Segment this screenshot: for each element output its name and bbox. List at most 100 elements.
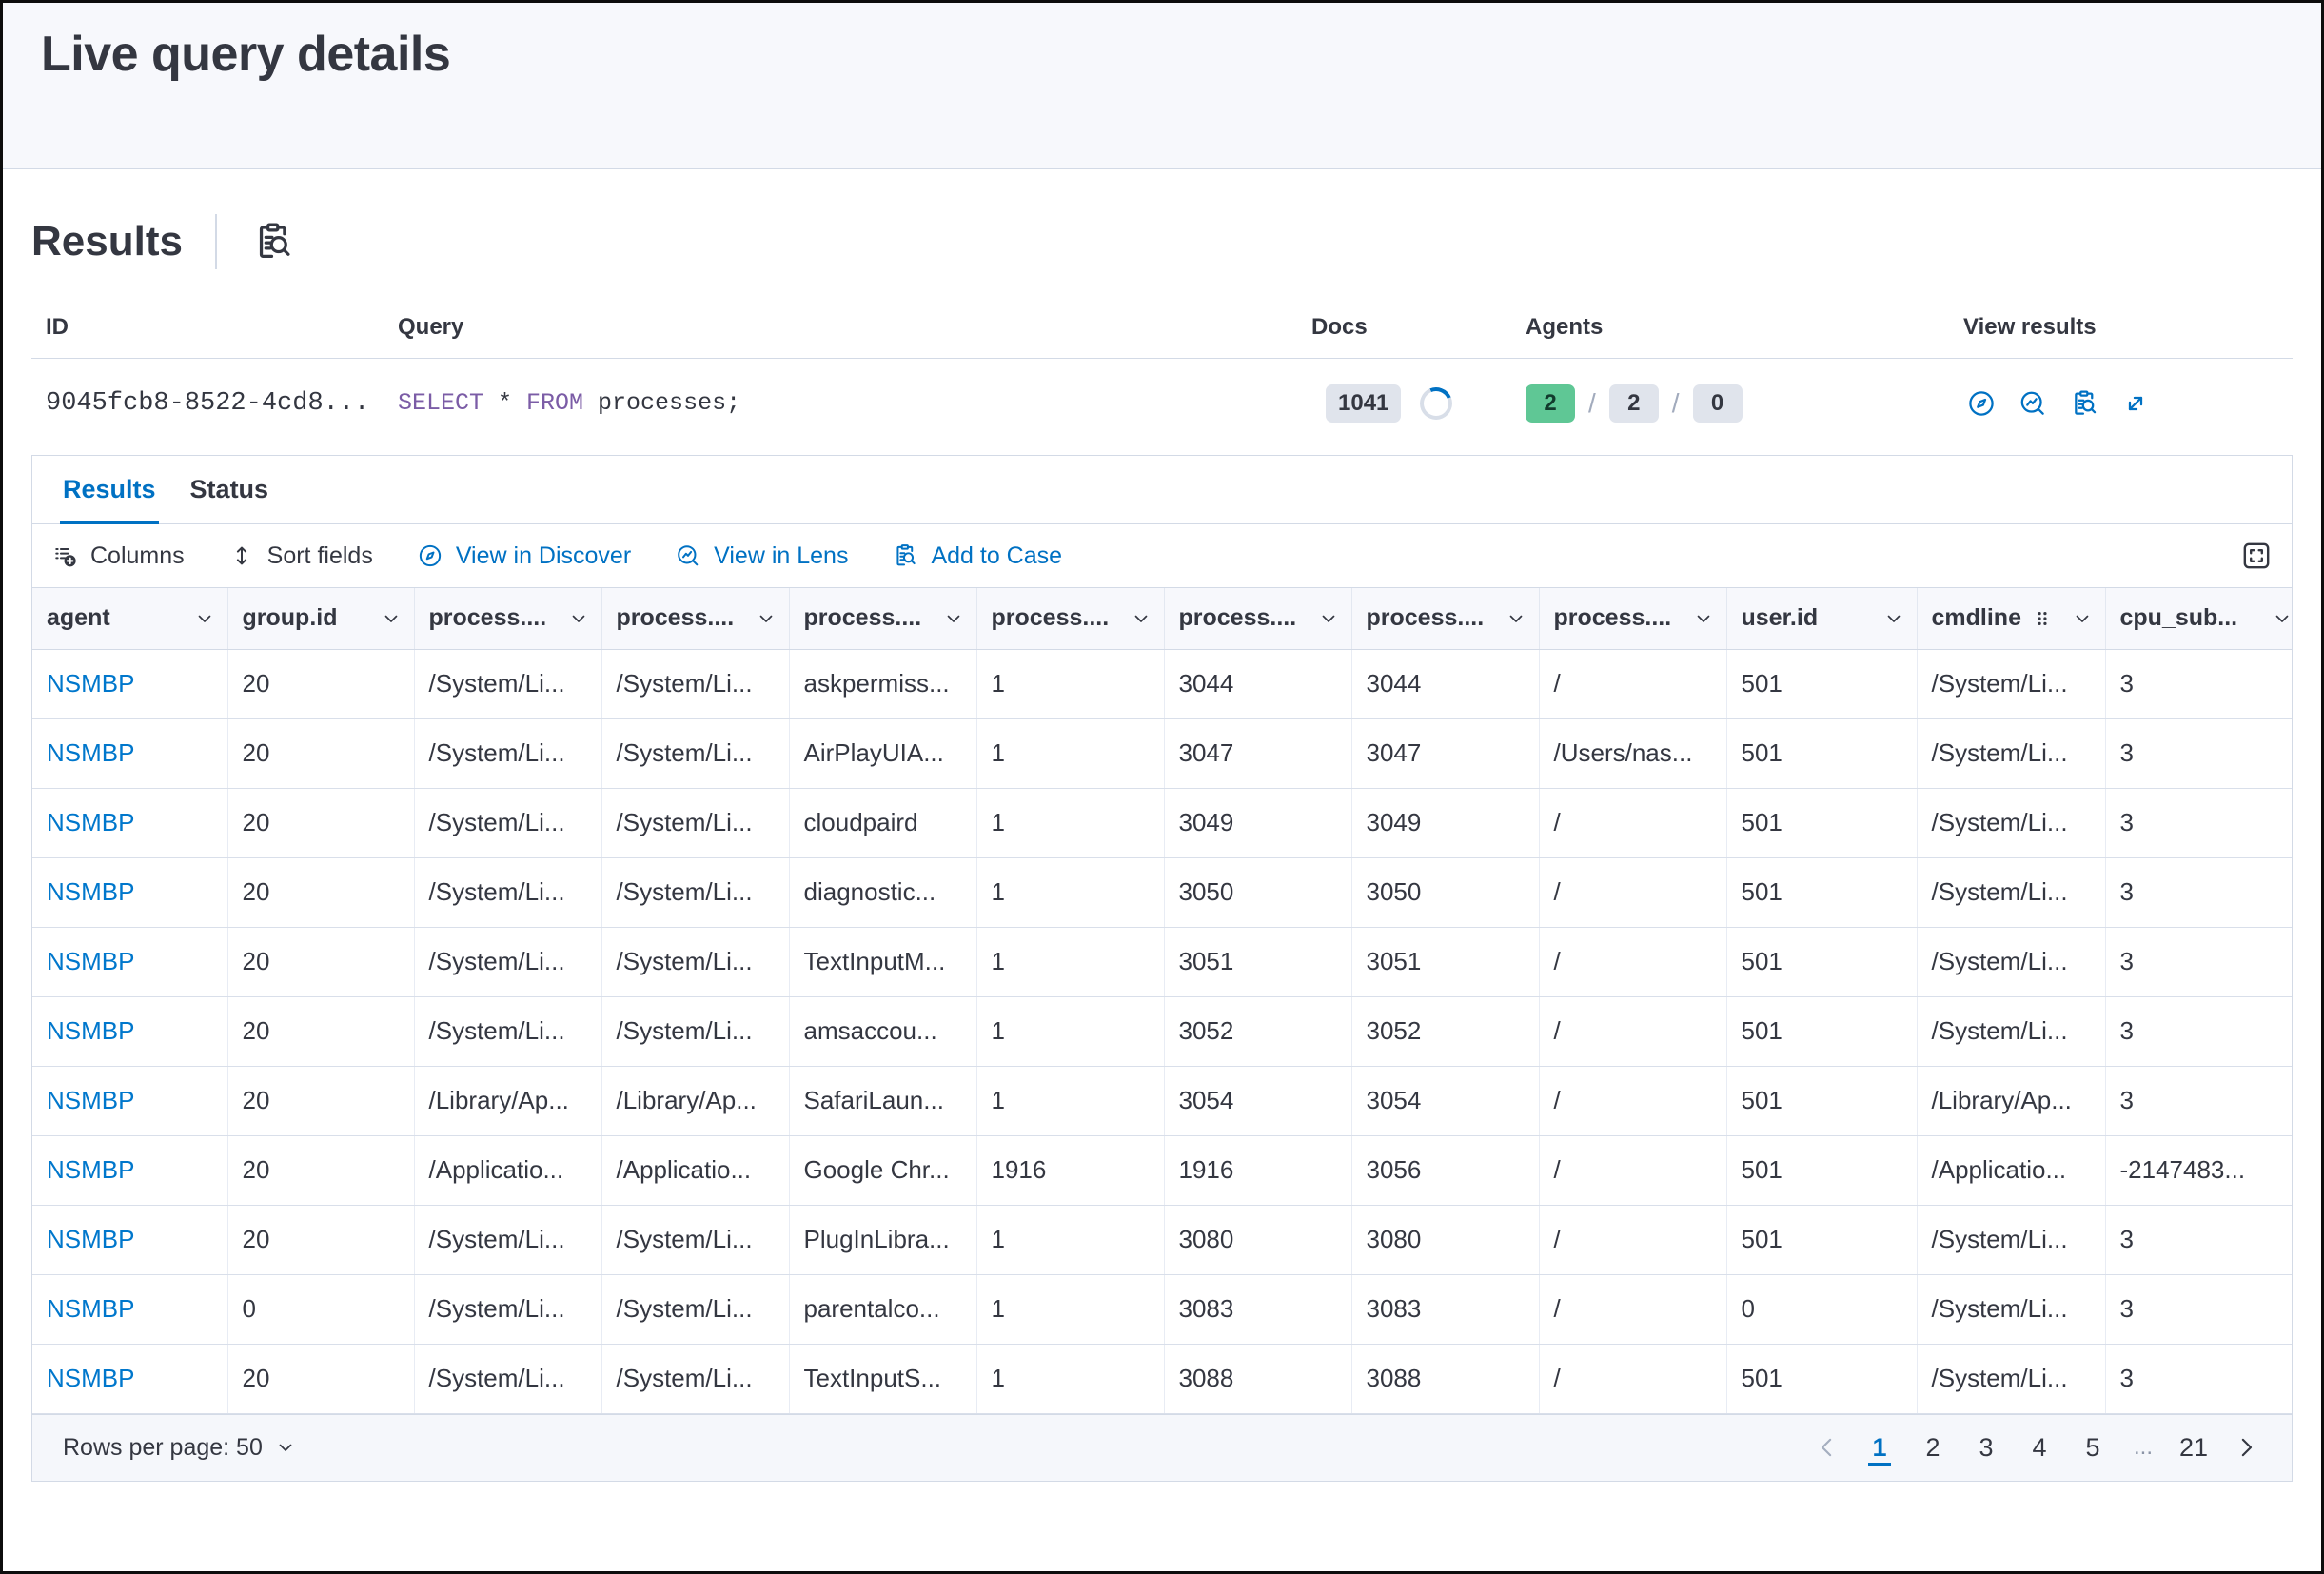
grid-cell[interactable]: / xyxy=(1539,1274,1726,1344)
grid-cell[interactable]: 3052 xyxy=(1351,996,1539,1066)
grid-cell[interactable]: TextInputM... xyxy=(789,927,976,996)
inspect-icon[interactable] xyxy=(251,220,295,264)
grid-cell[interactable]: 501 xyxy=(1726,788,1917,857)
grid-cell[interactable]: /Library/Ap... xyxy=(414,1066,601,1135)
grid-cell[interactable]: /Applicatio... xyxy=(414,1135,601,1205)
grid-cell[interactable]: /Applicatio... xyxy=(601,1135,789,1205)
agent-link[interactable]: NSMBP xyxy=(47,1294,134,1323)
grid-cell[interactable]: /System/Li... xyxy=(414,1344,601,1413)
grid-cell[interactable]: 3083 xyxy=(1164,1274,1351,1344)
grid-cell[interactable]: 1 xyxy=(976,1344,1164,1413)
grid-cell[interactable]: 20 xyxy=(227,649,414,718)
column-header-cmdline-10[interactable]: cmdline xyxy=(1917,588,2105,649)
grid-cell[interactable]: 0 xyxy=(227,1274,414,1344)
grid-cell[interactable]: /System/Li... xyxy=(1917,1205,2105,1274)
grid-cell[interactable]: NSMBP xyxy=(32,857,227,927)
grid-cell[interactable]: 3080 xyxy=(1351,1205,1539,1274)
grid-cell[interactable]: 3 xyxy=(2105,1205,2292,1274)
grid-cell[interactable]: / xyxy=(1539,927,1726,996)
grid-cell[interactable]: 3 xyxy=(2105,1274,2292,1344)
grid-cell[interactable]: 3054 xyxy=(1351,1066,1539,1135)
grid-cell[interactable]: 3 xyxy=(2105,996,2292,1066)
grid-cell[interactable]: 0 xyxy=(1726,1274,1917,1344)
agent-link[interactable]: NSMBP xyxy=(47,1016,134,1045)
grid-cell[interactable]: TextInputS... xyxy=(789,1344,976,1413)
grid-cell[interactable]: / xyxy=(1539,649,1726,718)
page-3-button[interactable]: 3 xyxy=(1964,1426,2008,1469)
agent-link[interactable]: NSMBP xyxy=(47,877,134,906)
tab-results[interactable]: Results xyxy=(46,456,173,523)
grid-cell[interactable]: 3 xyxy=(2105,927,2292,996)
grid-cell[interactable]: /System/Li... xyxy=(601,1344,789,1413)
grid-cell[interactable]: /System/Li... xyxy=(414,718,601,788)
grid-cell[interactable]: 501 xyxy=(1726,927,1917,996)
grid-cell[interactable]: /System/Li... xyxy=(414,996,601,1066)
page-21-button[interactable]: 21 xyxy=(2172,1426,2216,1469)
grid-cell[interactable]: 3 xyxy=(2105,1344,2292,1413)
grid-cell[interactable]: NSMBP xyxy=(32,1274,227,1344)
grid-cell[interactable]: /System/Li... xyxy=(601,788,789,857)
column-header-process-4[interactable]: process.... xyxy=(789,588,976,649)
grid-cell[interactable]: /System/Li... xyxy=(414,857,601,927)
grid-cell[interactable]: /System/Li... xyxy=(601,927,789,996)
grid-cell[interactable]: 3 xyxy=(2105,1066,2292,1135)
grid-cell[interactable]: /System/Li... xyxy=(601,857,789,927)
grid-cell[interactable]: / xyxy=(1539,1135,1726,1205)
grid-cell[interactable]: 1 xyxy=(976,788,1164,857)
grid-cell[interactable]: 3056 xyxy=(1351,1135,1539,1205)
grid-cell[interactable]: /System/Li... xyxy=(601,1274,789,1344)
grid-cell[interactable]: 20 xyxy=(227,1205,414,1274)
grid-cell[interactable]: 3054 xyxy=(1164,1066,1351,1135)
grid-cell[interactable]: 501 xyxy=(1726,1066,1917,1135)
grid-cell[interactable]: /System/Li... xyxy=(414,649,601,718)
grid-cell[interactable]: NSMBP xyxy=(32,1135,227,1205)
grid-cell[interactable]: NSMBP xyxy=(32,649,227,718)
column-header-cpu-sub-11[interactable]: cpu_sub... xyxy=(2105,588,2292,649)
grid-cell[interactable]: Google Chr... xyxy=(789,1135,976,1205)
grid-cell[interactable]: 1 xyxy=(976,857,1164,927)
expand-results-button[interactable] xyxy=(2120,388,2151,419)
page-2-button[interactable]: 2 xyxy=(1911,1426,1955,1469)
grid-cell[interactable]: /System/Li... xyxy=(601,718,789,788)
grid-cell[interactable]: /System/Li... xyxy=(414,788,601,857)
column-header-process-5[interactable]: process.... xyxy=(976,588,1164,649)
view-in-discover-button[interactable] xyxy=(1966,388,1997,419)
grid-cell[interactable]: 3083 xyxy=(1351,1274,1539,1344)
grid-cell[interactable]: 501 xyxy=(1726,1205,1917,1274)
grid-cell[interactable]: 20 xyxy=(227,788,414,857)
grid-cell[interactable]: /System/Li... xyxy=(1917,718,2105,788)
agent-link[interactable]: NSMBP xyxy=(47,947,134,975)
rows-per-page-select[interactable]: Rows per page: 50 xyxy=(57,1433,303,1463)
grid-cell[interactable]: AirPlayUIA... xyxy=(789,718,976,788)
grid-cell[interactable]: 3049 xyxy=(1351,788,1539,857)
grid-cell[interactable]: 501 xyxy=(1726,718,1917,788)
grid-cell[interactable]: 501 xyxy=(1726,1135,1917,1205)
grid-cell[interactable]: cloudpaird xyxy=(789,788,976,857)
grid-cell[interactable]: 20 xyxy=(227,1344,414,1413)
view-in-lens-button[interactable] xyxy=(2018,388,2048,419)
grid-cell[interactable]: 20 xyxy=(227,1066,414,1135)
column-header-process-2[interactable]: process.... xyxy=(414,588,601,649)
grid-cell[interactable]: / xyxy=(1539,1205,1726,1274)
grid-cell[interactable]: 501 xyxy=(1726,857,1917,927)
view-in-lens-button[interactable]: View in Lens xyxy=(675,542,848,570)
grid-cell[interactable]: PlugInLibra... xyxy=(789,1205,976,1274)
grid-cell[interactable]: 3080 xyxy=(1164,1205,1351,1274)
previous-page-button[interactable] xyxy=(1806,1426,1848,1468)
grid-cell[interactable]: /System/Li... xyxy=(414,1205,601,1274)
grid-cell[interactable]: -2147483... xyxy=(2105,1135,2292,1205)
column-header-process-3[interactable]: process.... xyxy=(601,588,789,649)
grid-cell[interactable]: 3051 xyxy=(1351,927,1539,996)
grid-cell[interactable]: 3044 xyxy=(1164,649,1351,718)
grid-cell[interactable]: amsaccou... xyxy=(789,996,976,1066)
grid-cell[interactable]: / xyxy=(1539,788,1726,857)
grid-cell[interactable]: /System/Li... xyxy=(1917,927,2105,996)
column-header-process-6[interactable]: process.... xyxy=(1164,588,1351,649)
grid-cell[interactable]: NSMBP xyxy=(32,718,227,788)
grid-cell[interactable]: NSMBP xyxy=(32,996,227,1066)
column-header-process-7[interactable]: process.... xyxy=(1351,588,1539,649)
grid-cell[interactable]: /System/Li... xyxy=(601,649,789,718)
grid-cell[interactable]: /Library/Ap... xyxy=(601,1066,789,1135)
grid-cell[interactable]: 1916 xyxy=(1164,1135,1351,1205)
grid-cell[interactable]: 3050 xyxy=(1351,857,1539,927)
